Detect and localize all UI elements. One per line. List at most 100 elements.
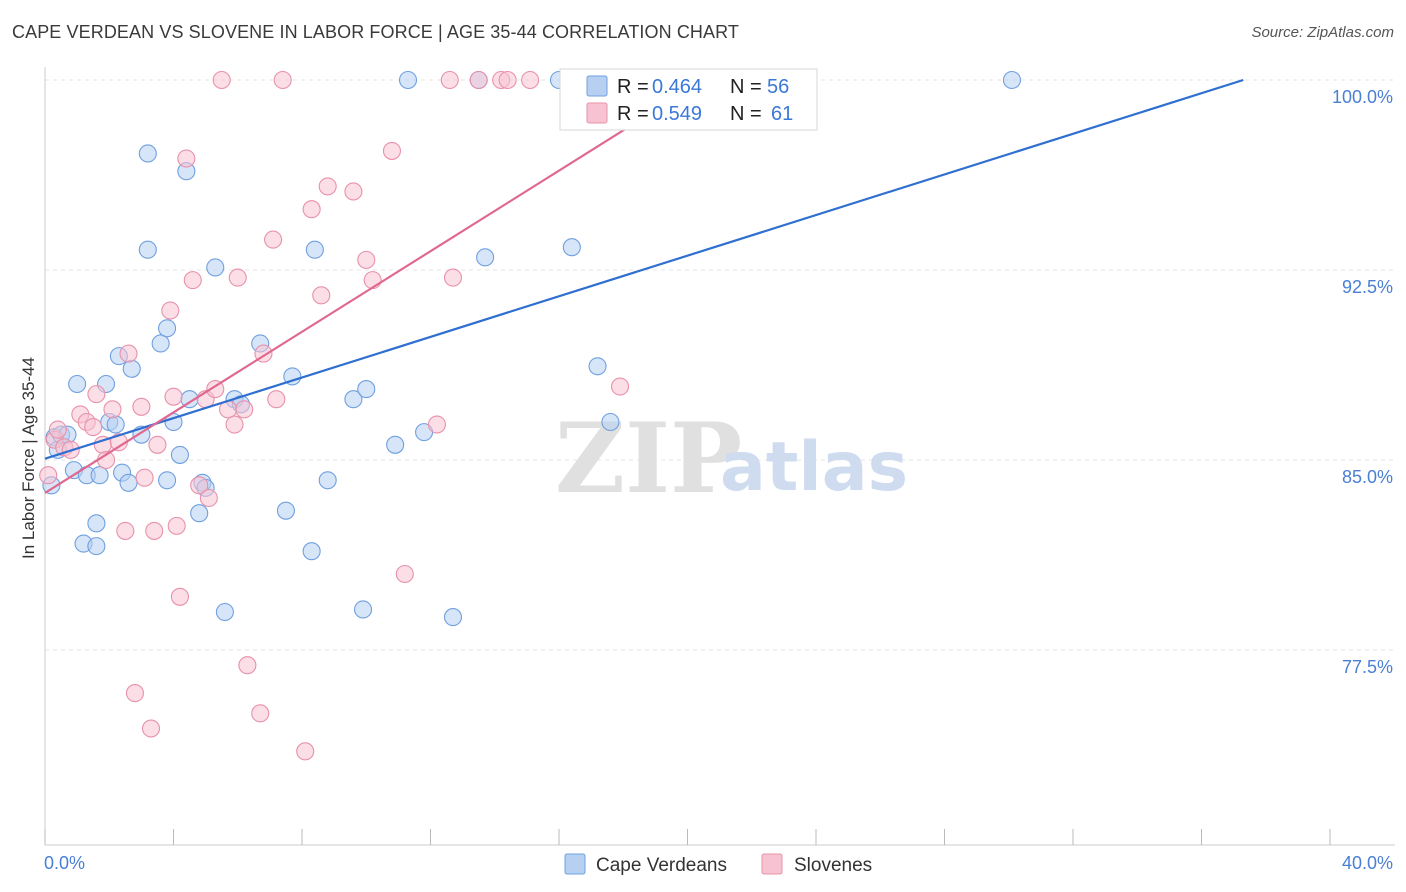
- legend-r-value: 0.464: [652, 76, 702, 98]
- data-point: [395, 564, 414, 584]
- legend-r-label: R =: [617, 76, 649, 98]
- data-point: [206, 258, 225, 277]
- data-point: [312, 286, 331, 305]
- x-tick-label-min: 0.0%: [44, 853, 85, 873]
- data-point: [87, 514, 106, 533]
- data-point: [212, 70, 231, 90]
- data-point: [610, 377, 630, 396]
- data-point: [84, 418, 103, 437]
- legend-r-value: 0.549: [652, 103, 702, 125]
- data-point: [151, 334, 170, 353]
- data-point: [238, 656, 257, 675]
- data-point: [1002, 70, 1022, 90]
- data-point: [167, 516, 186, 535]
- data-point: [440, 70, 459, 90]
- data-point: [318, 177, 337, 196]
- chart-title: CAPE VERDEAN VS SLOVENE IN LABOR FORCE |…: [12, 22, 740, 42]
- y-tick-label: 77.5%: [1342, 657, 1393, 677]
- data-point: [305, 240, 324, 259]
- data-point: [158, 319, 177, 338]
- series-legend: Cape Verdeans Slovenes: [564, 853, 872, 876]
- data-point: [357, 250, 376, 269]
- data-point: [39, 466, 58, 485]
- data-point: [170, 445, 189, 464]
- data-point: [476, 248, 495, 267]
- trend-lines: [44, 78, 1244, 494]
- legend-n-label: N =: [730, 76, 762, 98]
- data-point: [273, 70, 292, 90]
- data-point: [225, 415, 244, 434]
- watermark-zip: ZIP: [555, 402, 742, 515]
- data-point: [138, 144, 157, 163]
- data-point: [68, 374, 87, 394]
- data-point: [48, 420, 67, 439]
- data-point: [302, 200, 321, 219]
- data-point: [562, 238, 581, 257]
- legend-r-label: R =: [617, 103, 649, 125]
- watermark-atlas: atlas: [720, 428, 908, 507]
- data-point: [296, 742, 315, 761]
- correlation-legend: R = 0.464 N = 56 R = 0.549 N = 61: [559, 68, 818, 131]
- y-tick-labels: 77.5% 85.0% 92.5% 100.0%: [1332, 87, 1393, 677]
- data-point: [267, 390, 286, 409]
- data-point: [122, 359, 141, 378]
- x-tick-label-max: 40.0%: [1342, 853, 1393, 873]
- data-point: [164, 387, 183, 406]
- data-point: [103, 400, 122, 419]
- data-point: [215, 602, 234, 622]
- data-point: [363, 271, 382, 290]
- data-point: [357, 380, 376, 399]
- data-point: [190, 476, 209, 495]
- axes: [44, 67, 1395, 846]
- data-point: [87, 385, 106, 404]
- data-point: [132, 397, 151, 416]
- trend-line: [44, 79, 705, 494]
- y-tick-label: 85.0%: [1342, 467, 1393, 487]
- data-point: [170, 587, 189, 606]
- data-point: [498, 70, 517, 90]
- bottom-legend-slovenes: Slovenes: [794, 855, 872, 876]
- data-point: [283, 367, 302, 386]
- data-point: [601, 412, 620, 432]
- data-point: [302, 542, 321, 561]
- legend-n-label: N =: [730, 103, 762, 125]
- data-point: [87, 537, 106, 556]
- data-point: [125, 684, 144, 703]
- data-point: [106, 415, 125, 434]
- data-point: [427, 415, 446, 434]
- data-point: [119, 473, 138, 492]
- bottom-legend-cape-verdeans: Cape Verdeans: [596, 855, 727, 876]
- y-tick-label: 100.0%: [1332, 87, 1393, 107]
- legend-n-value: 56: [767, 76, 789, 98]
- data-point: [251, 704, 270, 723]
- y-axis-label: In Labor Force | Age 35-44: [19, 357, 38, 559]
- data-point: [588, 357, 607, 376]
- data-points: [39, 70, 1022, 761]
- data-point: [344, 390, 363, 409]
- data-point: [177, 149, 196, 168]
- legend-n-value: 61: [771, 103, 793, 125]
- data-point: [318, 471, 337, 490]
- data-point: [443, 608, 463, 627]
- data-point: [141, 719, 161, 738]
- data-point: [183, 271, 202, 290]
- data-point: [353, 600, 373, 619]
- data-point: [386, 435, 405, 454]
- data-point: [119, 344, 138, 363]
- bottom-legend-swatch-slovenes: [761, 853, 783, 875]
- data-point: [382, 141, 402, 160]
- data-point: [521, 70, 540, 90]
- legend-swatch-slovenes: [586, 102, 608, 124]
- trend-line: [44, 78, 1244, 460]
- data-point: [443, 268, 463, 287]
- data-point: [276, 501, 295, 520]
- data-point: [138, 240, 157, 259]
- data-point: [116, 521, 135, 540]
- data-point: [158, 471, 177, 490]
- data-point: [206, 380, 225, 399]
- y-tick-label: 92.5%: [1342, 277, 1393, 297]
- data-point: [398, 70, 418, 90]
- data-point: [235, 400, 254, 419]
- data-point: [469, 70, 488, 90]
